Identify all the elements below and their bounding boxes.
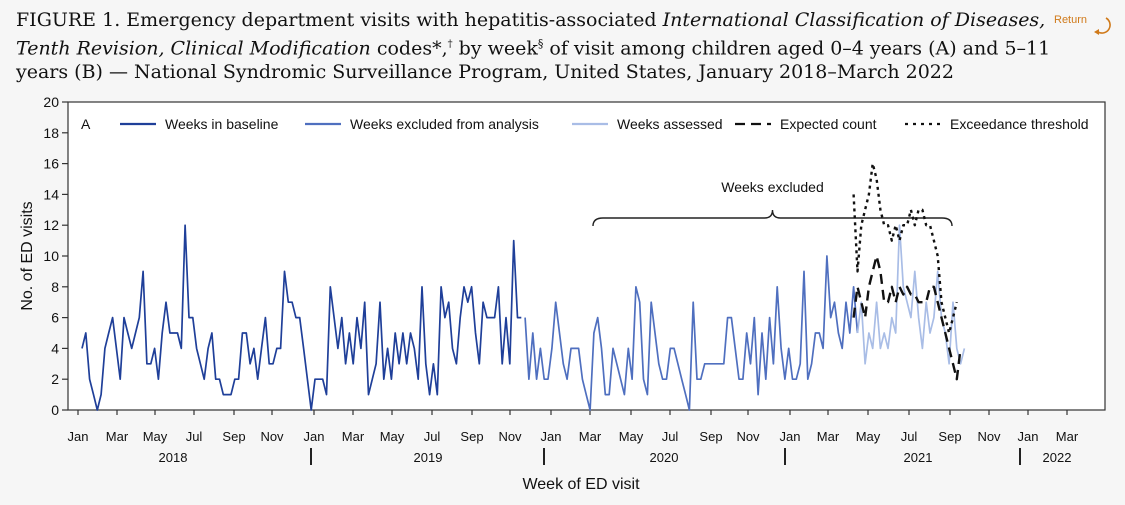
return-button[interactable]: Return — [1054, 10, 1111, 35]
series-line-exceedance-threshold — [852, 162, 958, 335]
x-tick-label: May — [380, 429, 405, 444]
legend-label: Weeks in baseline — [165, 116, 279, 132]
x-tick-label: Sep — [222, 429, 245, 444]
panel-label: A — [81, 116, 91, 132]
caption-italic: International Classification of Diseases… — [16, 9, 1046, 60]
x-tick-label: Jul — [186, 429, 203, 444]
y-tick-label: 16 — [43, 156, 59, 172]
series-line-weeks-assessed — [856, 224, 966, 365]
x-tick-label: Jan — [304, 429, 325, 444]
legend-label: Weeks assessed — [617, 116, 723, 132]
y-tick-label: 18 — [43, 125, 59, 141]
caption-text-2: codes*, — [370, 37, 448, 60]
x-tick-label: Mar — [342, 429, 365, 444]
return-arrow-icon — [1094, 17, 1111, 35]
y-tick-label: 20 — [43, 94, 59, 110]
annotation-label: Weeks excluded — [721, 179, 823, 195]
x-tick-label: Sep — [460, 429, 483, 444]
x-tick-label: Mar — [817, 429, 840, 444]
legend-label: Exceedance threshold — [950, 116, 1089, 132]
x-tick-label: Jul — [901, 429, 918, 444]
x-tick-label: Nov — [736, 429, 760, 444]
annotation-brace — [592, 209, 953, 227]
x-tick-label: Jan — [780, 429, 801, 444]
caption-sup-section: § — [537, 37, 544, 50]
y-tick-label: 4 — [51, 340, 59, 356]
series-line-weeks-excluded-from-analysis — [524, 255, 859, 411]
y-tick-label: 8 — [51, 279, 59, 295]
x-tick-label: Mar — [579, 429, 602, 444]
year-label: 2022 — [1043, 450, 1072, 465]
y-tick-label: 2 — [51, 371, 59, 387]
year-label: 2019 — [414, 450, 443, 465]
legend-label: Expected count — [780, 116, 877, 132]
caption-sup-dagger: † — [447, 39, 453, 50]
return-label: Return — [1054, 14, 1088, 26]
y-tick-label: 6 — [51, 310, 59, 326]
y-tick-label: 0 — [51, 402, 59, 418]
x-tick-label: Mar — [106, 429, 129, 444]
y-tick-label: 14 — [43, 186, 59, 202]
x-tick-label: Jul — [662, 429, 679, 444]
legend-label: Weeks excluded from analysis — [350, 116, 539, 132]
caption-text-1: . Emergency department visits with hepat… — [114, 9, 663, 31]
y-tick-label: 12 — [43, 217, 59, 233]
x-tick-label: Jul — [424, 429, 441, 444]
x-tick-label: May — [143, 429, 168, 444]
x-tick-label: Sep — [938, 429, 961, 444]
x-tick-label: Jan — [541, 429, 562, 444]
caption-text-3: by week — [452, 37, 538, 60]
x-tick-label: Nov — [977, 429, 1001, 444]
year-label: 2021 — [904, 450, 933, 465]
series-line-weeks-in-baseline — [81, 224, 522, 411]
x-tick-label: Jan — [1018, 429, 1039, 444]
x-tick-label: Jan — [68, 429, 89, 444]
x-tick-label: Mar — [1056, 429, 1079, 444]
x-tick-label: May — [856, 429, 881, 444]
y-axis-label: No. of ED visits — [19, 201, 36, 310]
year-label: 2020 — [650, 450, 679, 465]
x-tick-label: Nov — [260, 429, 284, 444]
series-line-expected-count — [852, 254, 962, 381]
caption-text-4: of visit among children aged 0–4 years (… — [16, 37, 1051, 84]
x-axis-label: Week of ED visit — [522, 476, 640, 493]
figure-caption: FIGURE 1. Emergency department visits wi… — [16, 8, 1056, 84]
figure-label: FIGURE 1 — [16, 9, 115, 31]
y-tick-label: 10 — [43, 248, 59, 264]
x-tick-label: Sep — [699, 429, 722, 444]
year-label: 2018 — [159, 450, 188, 465]
x-tick-label: Nov — [498, 429, 522, 444]
x-tick-label: May — [619, 429, 644, 444]
